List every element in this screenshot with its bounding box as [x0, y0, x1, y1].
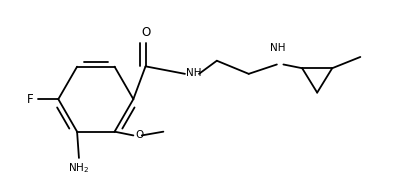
Text: NH: NH [186, 68, 201, 78]
Text: O: O [141, 26, 150, 39]
Text: NH: NH [270, 43, 285, 53]
Text: NH$_2$: NH$_2$ [68, 162, 90, 176]
Text: O: O [135, 130, 143, 140]
Text: F: F [27, 93, 34, 106]
